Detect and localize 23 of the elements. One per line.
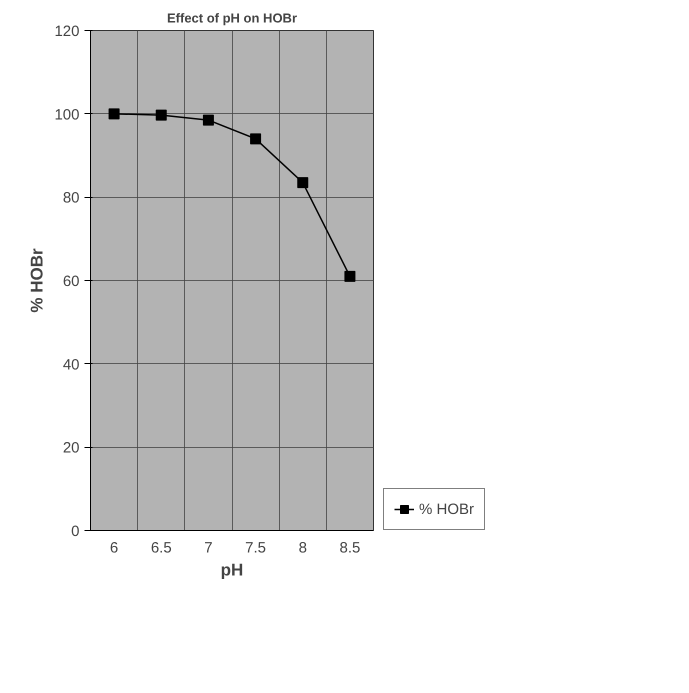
y-tick-label: 80 <box>62 190 80 207</box>
x-tick-label: 7 <box>204 540 213 556</box>
y-tick-label: 40 <box>62 356 80 374</box>
chart-title: Effect of pH on HOBr <box>167 10 298 26</box>
point <box>108 108 120 120</box>
y-axis-title: % HOBr <box>27 248 46 313</box>
x-tick-label: 6 <box>110 540 118 556</box>
point <box>344 270 356 282</box>
point <box>297 177 308 188</box>
x-tick-label: 7.5 <box>245 540 266 556</box>
y-tick-label: 0 <box>71 523 80 540</box>
x-axis-title: pH <box>220 560 244 580</box>
y-tick-label: 100 <box>54 106 80 124</box>
x-tick-label: 8 <box>298 540 307 556</box>
point <box>250 133 262 144</box>
point <box>156 110 167 121</box>
legend-label: % HOBr <box>419 500 474 518</box>
y-tick-label: 20 <box>62 440 80 457</box>
point <box>202 114 214 126</box>
x-tick-label: 6.5 <box>150 540 172 556</box>
y-tick-label: 120 <box>54 23 80 40</box>
y-tick-label: 60 <box>62 273 80 290</box>
x-tick-label: 8.5 <box>339 540 360 556</box>
